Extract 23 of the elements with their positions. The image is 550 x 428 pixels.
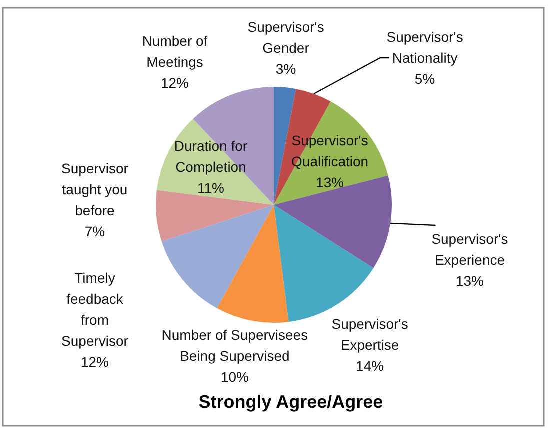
data-label: 5% — [414, 70, 436, 87]
slice-label: Supervisor's Experience — [432, 230, 508, 268]
text: Strongly Agree/Agree — [198, 392, 384, 412]
pie-slice — [217, 205, 289, 323]
slice-label: Number of Supervisees Being Supervised — [162, 326, 308, 364]
data-label: 3% — [276, 60, 296, 77]
slice-label: Timely feedback from Supervisor — [62, 270, 129, 349]
data-label: 14% — [356, 358, 384, 374]
data-label: 12% — [160, 74, 190, 91]
slice-label: Supervisor taught you before — [62, 160, 129, 218]
slice-label: Supervisor's Expertise — [332, 316, 408, 353]
pie-slice — [274, 176, 392, 268]
data-label: 12% — [80, 354, 110, 370]
slice-label: Supervisor's Gender — [248, 18, 324, 56]
pie-slice — [162, 205, 274, 308]
slice-label: Duration for Completion — [174, 138, 248, 175]
data-label: 13% — [456, 272, 484, 289]
data-label: 13% — [316, 174, 344, 190]
slice-label: Supervisor's Nationality — [386, 28, 464, 66]
data-label: 11% — [197, 180, 224, 196]
data-label: 10% — [220, 368, 249, 385]
slice-label: Number of Meetings — [142, 32, 208, 70]
data-label: 7% — [84, 223, 106, 240]
